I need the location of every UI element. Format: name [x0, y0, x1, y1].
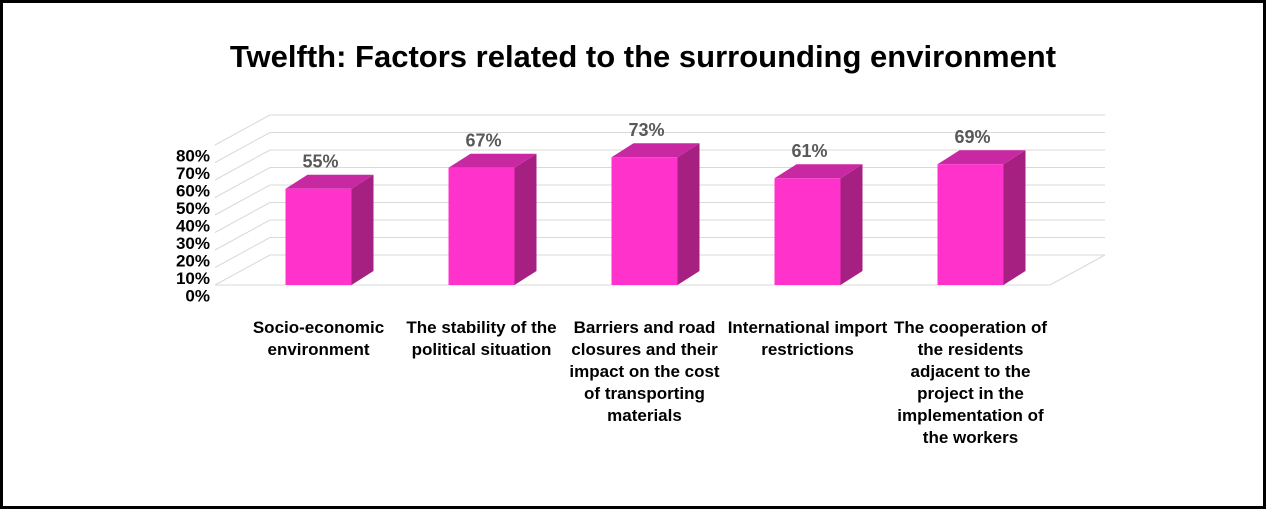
bar-top: [448, 153, 537, 168]
grid-line-side: [214, 167, 271, 198]
y-tick-label: 20%: [176, 251, 210, 270]
grid-line-side: [214, 114, 271, 146]
bar-side: [1003, 150, 1026, 285]
data-label: 73%: [628, 120, 664, 140]
bar: [448, 167, 515, 285]
x-tick-label: The cooperation of the residents adjacen…: [894, 318, 1047, 447]
bar: [285, 188, 352, 285]
y-tick-label: 50%: [176, 199, 210, 218]
grid-line-side: [214, 149, 271, 181]
grid-line-side: [214, 219, 271, 251]
bar-side: [514, 153, 537, 285]
data-label: 61%: [791, 141, 827, 161]
x-tick-label: The stability of the political situation: [406, 318, 557, 359]
y-tick-label: 10%: [176, 269, 210, 288]
bar: [611, 157, 678, 285]
data-label: 67%: [465, 131, 501, 151]
y-tick-label: 80%: [176, 146, 210, 165]
bar-side: [840, 164, 863, 285]
x-tick-label: International import restrictions: [727, 318, 888, 359]
chart-svg: Twelfth: Factors related to the surround…: [176, 39, 1106, 305]
y-tick-label: 40%: [176, 216, 210, 235]
bar: [937, 164, 1004, 285]
grid-line-side: [214, 184, 271, 216]
y-tick-label: 70%: [176, 164, 210, 183]
chart-title: Twelfth: Factors related to the surround…: [230, 39, 1056, 74]
grid-line-side: [214, 237, 271, 268]
x-tick-label: Barriers and road closures and their imp…: [569, 318, 720, 425]
y-tick-label: 0%: [185, 286, 210, 305]
grid-line-side: [214, 132, 271, 163]
bar: [774, 178, 841, 285]
grid-line-side: [214, 202, 271, 233]
y-tick-label: 60%: [176, 181, 210, 200]
bar-top: [937, 150, 1026, 165]
bar-top: [285, 174, 374, 189]
y-tick-label: 30%: [176, 234, 210, 253]
data-label: 69%: [954, 127, 990, 147]
bar-top: [611, 143, 700, 158]
data-label: 55%: [302, 152, 338, 172]
bar-top: [774, 164, 863, 179]
bar-side: [677, 143, 700, 285]
grid-line-side: [214, 254, 271, 286]
x-tick-label: Socio-economic environment: [252, 318, 385, 359]
bar-side: [351, 174, 374, 285]
